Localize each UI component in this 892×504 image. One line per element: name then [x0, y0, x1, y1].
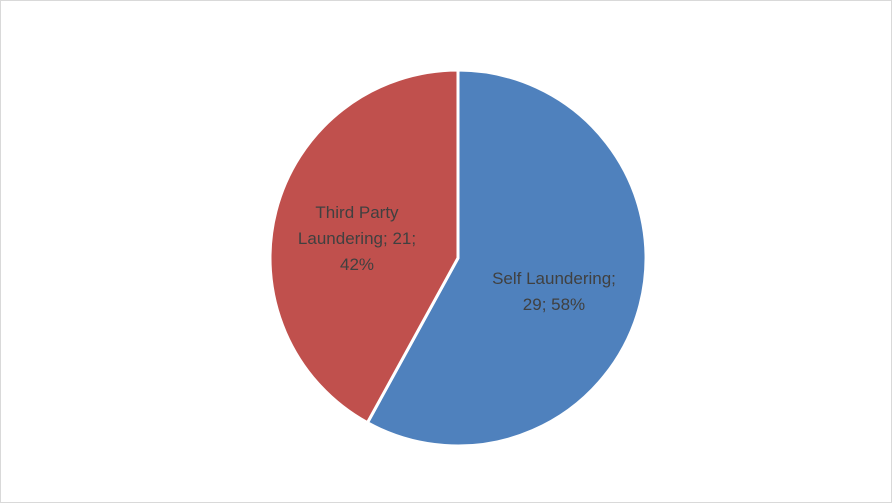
data-label-self-laundering: Self Laundering; 29; 58%: [492, 269, 616, 314]
data-label-line: Third Party: [315, 203, 399, 222]
pie-data-labels: Self Laundering; 29; 58% Third Party Launde…: [298, 203, 616, 314]
data-label-line: Laundering; 21;: [298, 229, 416, 248]
data-label-line: 42%: [340, 255, 374, 274]
pie-slices: [268, 68, 648, 448]
data-label-third-party-laundering: Third Party Laundering; 21; 42%: [298, 203, 416, 274]
data-label-line: Self Laundering;: [492, 269, 616, 288]
data-label-line: 29; 58%: [523, 295, 585, 314]
pie-slice-self-laundering: [365, 68, 648, 448]
pie-slice-third-party-laundering: [268, 68, 460, 425]
